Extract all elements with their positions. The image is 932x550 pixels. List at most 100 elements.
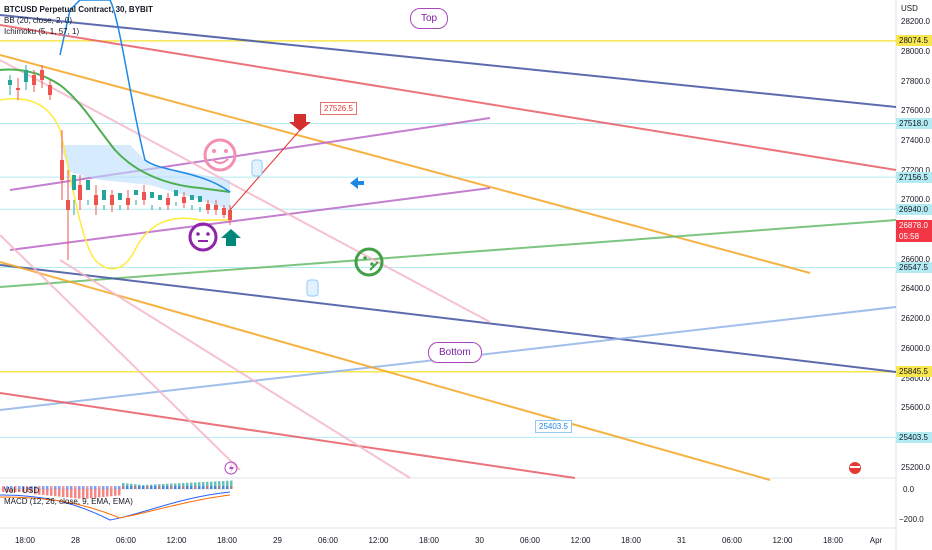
volume-bar-2 — [10, 486, 13, 489]
volume-bar-38 — [154, 486, 157, 489]
volume-bar-29 — [118, 486, 121, 489]
time-tick: 12:00 — [166, 536, 187, 545]
projection-line — [229, 129, 301, 211]
time-tick: 30 — [475, 536, 484, 545]
macd-hist-bar-2 — [10, 489, 13, 492]
volume-bar-13 — [54, 486, 57, 489]
volume-bar-19 — [78, 486, 81, 489]
current-price-value: 26878.0 — [899, 221, 928, 230]
macd-axis-low: −200.0 — [899, 515, 924, 524]
volume-bar-15 — [62, 486, 65, 489]
macd-hist-bar-26 — [106, 489, 109, 497]
macd-hist-bar-12 — [50, 489, 53, 496]
macd-hist-bar-14 — [58, 489, 61, 497]
time-tick: 06:00 — [519, 536, 541, 545]
candle-body-7 — [66, 200, 70, 210]
green-trendline — [0, 219, 897, 288]
smile-mouth — [211, 158, 229, 164]
red-trendline-upper — [0, 24, 897, 171]
candle-body-12 — [102, 190, 106, 200]
macd-hist-bar-53 — [214, 481, 217, 489]
volume-bar-5 — [22, 486, 25, 489]
orange-trendline-lower — [0, 261, 771, 481]
bottom-callout[interactable]: Bottom — [428, 342, 482, 363]
level-price-label: 27518.0 — [896, 118, 932, 129]
price-tick: 26400.0 — [901, 284, 930, 294]
volume-bar-4 — [18, 486, 21, 489]
time-tick: Apr — [869, 536, 883, 545]
confused-eye-left — [363, 256, 367, 260]
volume-bar-56 — [226, 486, 229, 489]
volume-bar-50 — [202, 486, 205, 489]
navy-trendline-upper — [0, 14, 897, 108]
purple-channel-upper — [9, 117, 491, 191]
volume-bar-46 — [186, 486, 189, 489]
volume-bar-25 — [102, 486, 105, 489]
smile-face-icon — [203, 138, 237, 172]
volume-label[interactable]: Vol · USD — [4, 486, 40, 495]
macd-hist-bar-8 — [34, 489, 37, 495]
level-price-label: 26547.5 — [896, 262, 932, 274]
volume-bar-22 — [90, 486, 93, 489]
price-tick: 26000.0 — [901, 343, 930, 353]
volume-bar-31 — [126, 486, 129, 489]
target-low-label[interactable]: 25403.5 — [535, 420, 572, 433]
volume-bar-6 — [26, 486, 29, 489]
macd-hist-bar-29 — [118, 489, 121, 496]
volume-bar-8 — [34, 486, 37, 489]
down-arrow-icon — [289, 114, 311, 131]
candle-body-24 — [198, 196, 202, 202]
countdown-timer: 05:58 — [899, 232, 920, 241]
macd-hist-bar-6 — [26, 489, 29, 492]
purple-channel-lower — [9, 187, 491, 251]
navy-trendline-lower — [0, 264, 897, 373]
candle-body-8 — [72, 175, 76, 190]
volume-bar-34 — [138, 486, 141, 489]
macd-hist-bar-23 — [94, 489, 97, 498]
target-high-label[interactable]: 27526.5 — [320, 102, 357, 115]
candle-body-5 — [48, 85, 52, 95]
volume-bar-21 — [86, 486, 89, 489]
bb-indicator-label[interactable]: BB (20, close, 2, 0) — [4, 16, 73, 25]
candle-body-23 — [190, 195, 194, 200]
bb-upper-band — [59, 0, 231, 193]
volume-bar-24 — [98, 486, 101, 489]
smile-eye-right — [224, 149, 228, 153]
macd-hist-bar-19 — [78, 489, 81, 499]
macd-hist-bar-21 — [86, 489, 89, 499]
confused-face-icon — [354, 247, 384, 277]
macd-hist-bar-1 — [6, 489, 9, 492]
macd-hist-bar-51 — [206, 481, 209, 489]
macd-label[interactable]: MACD (12, 26, close, 9, EMA, EMA) — [4, 497, 133, 506]
macd-hist-bar-13 — [54, 489, 57, 497]
price-tick: 27400.0 — [901, 136, 930, 146]
signal-line — [0, 494, 231, 519]
price-tick: 27000.0 — [901, 195, 930, 205]
candle-body-28 — [228, 210, 232, 220]
volume-bar-41 — [166, 486, 169, 489]
candle-body-17 — [142, 192, 146, 200]
top-callout[interactable]: Top — [410, 8, 449, 29]
confused-eye-right — [370, 262, 374, 266]
price-tick: 28200.0 — [901, 17, 930, 27]
ichimoku-indicator-label[interactable]: Ichimoku (5, 1, 57, 1) — [4, 27, 80, 36]
macd-hist-bar-5 — [22, 489, 25, 492]
level-price-label: 27156.5 — [896, 171, 932, 183]
volume-bar-1 — [6, 486, 9, 489]
candle-body-19 — [158, 195, 162, 200]
price-tick: 25800.0 — [901, 373, 930, 383]
candle-body-26 — [214, 205, 218, 210]
candle-body-15 — [126, 198, 130, 205]
candle-body-21 — [174, 190, 178, 196]
level-price-label: 26940.0 — [896, 203, 932, 215]
candle-body-13 — [110, 195, 114, 205]
time-tick: 06:00 — [721, 536, 743, 545]
macd-hist-bar-49 — [198, 482, 201, 489]
macd-hist-bar-10 — [42, 489, 45, 495]
ichimoku-baseline — [0, 68, 231, 193]
symbol-title[interactable]: BTCUSD Perpetual Contract, 30, BYBIT — [4, 5, 153, 14]
candle-body-2 — [24, 70, 28, 82]
macd-hist-bar-15 — [62, 489, 65, 497]
left-arrow-icon — [350, 177, 364, 189]
